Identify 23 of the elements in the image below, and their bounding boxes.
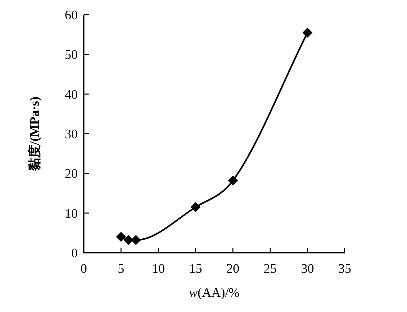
y-tick-label: 50: [65, 47, 78, 62]
y-tick-label: 40: [65, 86, 78, 102]
x-tick-label: 30: [301, 261, 314, 276]
x-tick-label: 0: [80, 261, 88, 276]
x-tick-label: 15: [189, 261, 202, 276]
x-tick-label: 5: [118, 261, 125, 276]
x-tick-label: 10: [152, 261, 166, 276]
x-tick-label: 35: [338, 261, 352, 276]
point: [124, 235, 134, 246]
y-tick-label: 60: [65, 8, 78, 22]
y-tick-label: 0: [72, 246, 78, 260]
y-tick-label: 30: [65, 126, 78, 142]
y-tick-label: 20: [65, 166, 78, 182]
x-axis-title: w(AA)/%: [189, 285, 240, 300]
x-tick-label: 25: [264, 261, 277, 276]
x-tick-label: 20: [226, 261, 240, 276]
point: [116, 232, 126, 242]
y-axis-title: 黏度/(MPa·s): [27, 96, 42, 172]
y-tick-label: 10: [65, 206, 78, 221]
point: [302, 28, 313, 38]
point: [131, 235, 142, 246]
point: [190, 202, 201, 212]
point: [228, 176, 238, 186]
